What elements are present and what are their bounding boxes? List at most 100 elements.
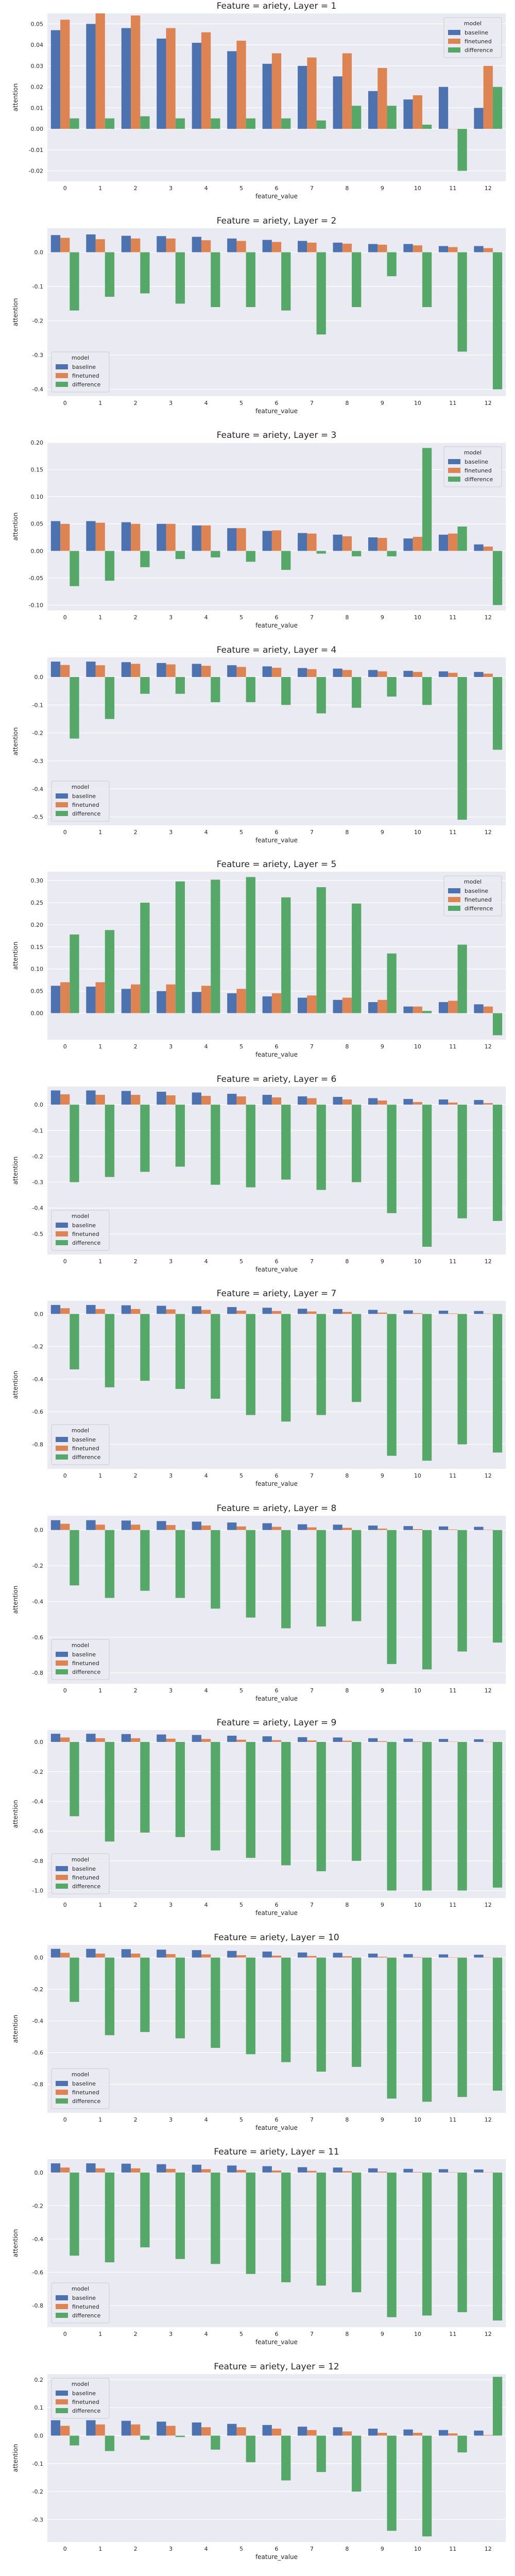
bar-difference — [316, 1104, 326, 1190]
x-tick-label: 11 — [449, 400, 456, 406]
bar-finetuned — [377, 1741, 387, 1742]
bar-difference — [140, 903, 150, 1013]
legend-label-difference: difference — [72, 810, 100, 817]
y-tick-label: -0.6 — [32, 1828, 43, 1835]
bar-finetuned — [131, 238, 141, 252]
bar-baseline — [227, 1307, 237, 1314]
y-tick-label: -0.2 — [32, 1344, 43, 1350]
bar-difference — [457, 129, 467, 171]
x-tick-label: 1 — [98, 2116, 102, 2123]
y-tick-label: -0.1 — [32, 702, 43, 708]
y-tick-label: -0.2 — [32, 2202, 43, 2209]
bar-baseline — [262, 63, 272, 129]
bar-finetuned — [201, 665, 211, 677]
bar-baseline — [86, 987, 96, 1013]
bar-difference — [211, 252, 220, 307]
x-tick-label: 4 — [204, 1472, 208, 1479]
bar-finetuned — [201, 1095, 211, 1105]
legend-label-difference: difference — [72, 1240, 100, 1246]
legend-label-finetuned: finetuned — [72, 2303, 99, 2310]
bar-difference — [246, 118, 255, 129]
y-tick-label: -0.8 — [32, 1858, 43, 1865]
bar-baseline — [262, 666, 272, 677]
x-tick-label: 2 — [134, 614, 138, 621]
x-tick-label: 0 — [63, 614, 67, 621]
x-tick-label: 6 — [275, 1258, 279, 1265]
bar-finetuned — [377, 1100, 387, 1105]
y-tick-label: -0.2 — [32, 317, 43, 324]
plot-area — [47, 1086, 506, 1255]
bar-difference — [422, 1314, 432, 1461]
x-tick-label: 10 — [414, 614, 421, 621]
bar-baseline — [333, 1524, 342, 1530]
legend-label-baseline: baseline — [72, 1651, 96, 1658]
bar-finetuned — [342, 53, 352, 129]
bar-difference — [211, 118, 220, 129]
bar-baseline — [262, 1736, 272, 1742]
bar-baseline — [298, 668, 307, 677]
bar-difference — [316, 1742, 326, 1872]
x-tick-label: 5 — [239, 400, 243, 406]
bar-difference — [246, 2435, 255, 2462]
bar-difference — [105, 2435, 115, 2451]
chart-panel-12: Feature = ariety, Layer = 12 -0.3 -0.2 -0.1… — [12, 2362, 506, 2561]
plot-area — [47, 872, 506, 1040]
bar-difference — [316, 1957, 326, 2072]
x-tick-label: 8 — [345, 2331, 349, 2337]
bar-baseline — [50, 521, 61, 551]
bar-baseline — [333, 1096, 342, 1105]
legend-swatch-finetuned — [448, 897, 460, 902]
x-tick-label: 8 — [345, 1043, 349, 1050]
bar-baseline — [298, 1737, 307, 1742]
bar-baseline — [262, 240, 272, 252]
bar-finetuned — [377, 1312, 387, 1314]
y-tick-label: -0.5 — [32, 814, 43, 820]
bar-finetuned — [236, 40, 246, 129]
bar-finetuned — [377, 2432, 387, 2436]
bar-baseline — [474, 1739, 484, 1742]
bar-baseline — [121, 235, 131, 252]
bar-difference — [492, 1104, 503, 1221]
legend-label-finetuned: finetuned — [465, 38, 492, 45]
bar-baseline — [474, 1311, 484, 1314]
bar-baseline — [192, 43, 201, 129]
bar-finetuned — [307, 1098, 317, 1105]
y-tick-label: 0.2 — [35, 2376, 44, 2383]
bar-finetuned — [166, 1095, 176, 1105]
bar-difference — [211, 1314, 220, 1399]
bar-finetuned — [413, 2432, 422, 2436]
bar-baseline — [368, 1310, 378, 1314]
bar-baseline — [333, 2167, 342, 2173]
legend-label-finetuned: finetuned — [72, 802, 99, 808]
bar-baseline — [474, 1004, 484, 1013]
bar-difference — [70, 1957, 79, 2002]
bar-baseline — [403, 1526, 413, 1530]
legend-label-difference: difference — [72, 1669, 100, 1675]
x-axis-label: feature_value — [255, 1266, 298, 1273]
bar-baseline — [50, 2163, 61, 2173]
x-axis-label: feature_value — [255, 2553, 298, 2561]
bar-baseline — [333, 534, 342, 551]
x-axis-label: feature_value — [255, 193, 298, 200]
y-tick-label: -0.5 — [32, 1230, 43, 1237]
x-tick-label: 1 — [98, 1258, 102, 1265]
bar-baseline — [50, 1948, 61, 1958]
x-tick-label: 7 — [310, 829, 314, 836]
x-tick-label: 9 — [381, 400, 384, 406]
bar-finetuned — [483, 65, 493, 129]
bar-baseline — [474, 1527, 484, 1530]
x-tick-label: 11 — [449, 1258, 456, 1265]
bar-baseline — [262, 996, 272, 1013]
x-tick-label: 2 — [134, 1687, 138, 1694]
bar-baseline — [86, 661, 96, 677]
legend-swatch-baseline — [56, 2390, 68, 2396]
bar-baseline — [333, 242, 342, 252]
bar-difference — [175, 1742, 185, 1837]
bar-difference — [316, 2435, 326, 2472]
bar-difference — [140, 2172, 150, 2248]
bar-baseline — [333, 999, 342, 1013]
bar-finetuned — [95, 522, 105, 551]
bar-baseline — [438, 246, 449, 252]
plot-area — [47, 1944, 506, 2113]
x-tick-label: 12 — [485, 400, 492, 406]
